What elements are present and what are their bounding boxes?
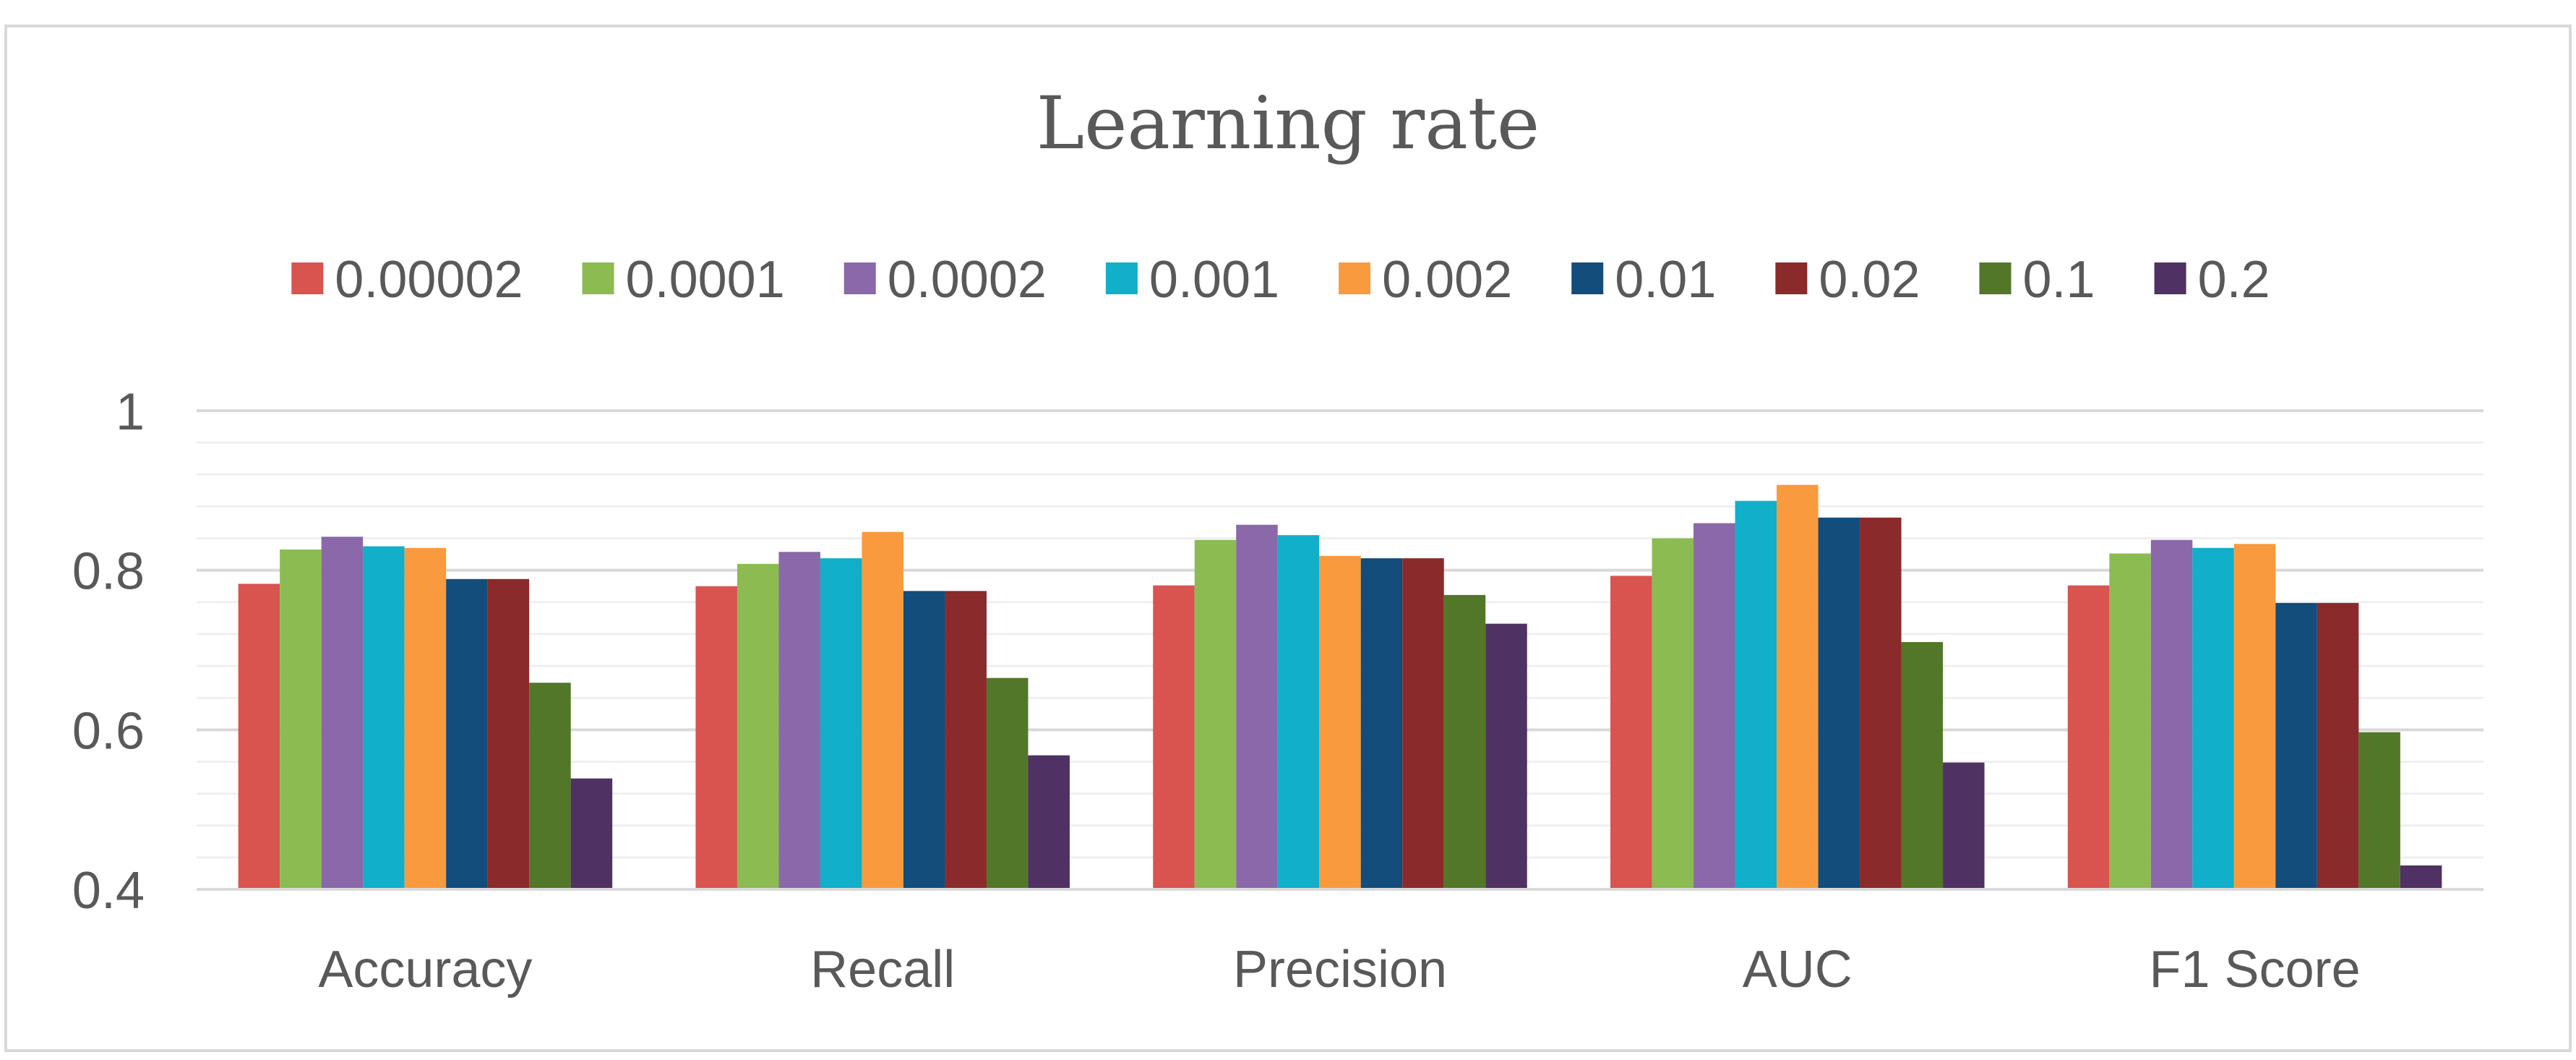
bar-f1-score-0.001 — [2192, 547, 2234, 889]
bar-accuracy-0.01 — [446, 578, 488, 889]
bar-recall-0.0002 — [778, 552, 820, 889]
bar-precision-0.1 — [1443, 594, 1486, 889]
bar-recall-0.00002 — [695, 586, 737, 889]
bar-accuracy-0.001 — [363, 546, 405, 889]
y-tick-label: 1 — [116, 383, 145, 441]
legend-label: 0.002 — [1382, 251, 1512, 309]
bar-accuracy-0.2 — [570, 778, 613, 889]
bar-accuracy-0.0002 — [321, 537, 364, 889]
x-tick-label: AUC — [1743, 941, 1852, 999]
legend-swatch — [291, 262, 324, 294]
bar-recall-0.02 — [945, 591, 987, 889]
bar-f1-score-0.0002 — [2150, 539, 2193, 889]
legend-label: 0.00002 — [335, 251, 523, 309]
legend-swatch — [843, 262, 876, 294]
bar-precision-0.01 — [1360, 558, 1403, 889]
bar-recall-0.001 — [820, 558, 862, 889]
bar-recall-0.1 — [986, 678, 1029, 889]
bar-precision-0.0001 — [1194, 539, 1237, 889]
bar-auc-0.02 — [1860, 517, 1902, 889]
chart-title: Learning rate — [1036, 81, 1540, 166]
bar-auc-0.1 — [1901, 641, 1944, 889]
x-tick-label: F1 Score — [2150, 941, 2361, 999]
y-tick-label: 0.6 — [72, 702, 145, 760]
bars — [238, 484, 2442, 889]
bar-accuracy-0.1 — [529, 683, 571, 889]
legend-swatch — [2154, 262, 2186, 294]
bar-recall-0.0001 — [737, 563, 779, 889]
y-tick-label: 0.4 — [72, 862, 145, 920]
legend-swatch — [1339, 262, 1371, 294]
bar-recall-0.002 — [862, 531, 903, 889]
bar-f1-score-0.01 — [2275, 602, 2317, 889]
bar-auc-0.0002 — [1693, 523, 1735, 889]
bar-precision-0.002 — [1319, 555, 1361, 889]
bar-accuracy-0.002 — [404, 547, 447, 889]
legend-label: 0.001 — [1149, 251, 1279, 309]
bar-auc-0.002 — [1777, 484, 1819, 889]
bar-accuracy-0.00002 — [238, 584, 280, 889]
legend-label: 0.2 — [2198, 251, 2270, 309]
bar-precision-0.2 — [1485, 623, 1527, 889]
y-tick-label: 0.8 — [72, 543, 145, 601]
bar-recall-0.01 — [903, 591, 945, 889]
bar-precision-0.00002 — [1153, 585, 1195, 889]
bar-auc-0.2 — [1943, 762, 1985, 889]
bar-recall-0.2 — [1028, 755, 1070, 889]
bar-accuracy-0.02 — [487, 578, 530, 889]
bar-auc-0.01 — [1818, 517, 1860, 889]
bar-f1-score-0.0001 — [2109, 553, 2151, 889]
x-tick-label: Precision — [1233, 941, 1447, 999]
y-axis: 0.4 0.6 0.8 1 — [72, 383, 145, 920]
bar-f1-score-0.00002 — [2067, 585, 2110, 889]
bar-f1-score-0.2 — [2400, 865, 2442, 889]
bar-f1-score-0.002 — [2233, 544, 2276, 889]
bar-precision-0.02 — [1402, 558, 1444, 889]
legend-label: 0.0002 — [888, 251, 1047, 309]
bar-f1-score-0.1 — [2358, 732, 2400, 889]
legend-label: 0.1 — [2022, 251, 2095, 309]
bar-auc-0.001 — [1735, 500, 1777, 889]
bar-auc-0.0001 — [1652, 538, 1694, 889]
bar-auc-0.00002 — [1610, 576, 1652, 889]
legend-label: 0.0001 — [626, 251, 785, 309]
x-tick-label: Recall — [810, 941, 955, 999]
legend-swatch — [1105, 262, 1138, 294]
legend-swatch — [1571, 262, 1604, 294]
bar-precision-0.0002 — [1236, 524, 1278, 889]
legend: 0.00002 0.0001 0.0002 0.001 0.002 0.01 0.02 0.1… — [291, 251, 2270, 309]
bar-accuracy-0.0001 — [280, 549, 322, 889]
x-axis: Accuracy Recall Precision AUC F1 Score — [197, 888, 2483, 999]
legend-swatch — [582, 262, 614, 294]
legend-label: 0.01 — [1615, 251, 1716, 309]
bar-precision-0.001 — [1277, 535, 1320, 889]
legend-swatch — [1979, 262, 2012, 294]
legend-label: 0.02 — [1819, 251, 1920, 309]
legend-swatch — [1775, 262, 1808, 294]
bar-f1-score-0.02 — [2317, 602, 2359, 889]
x-tick-label: Accuracy — [318, 941, 532, 999]
